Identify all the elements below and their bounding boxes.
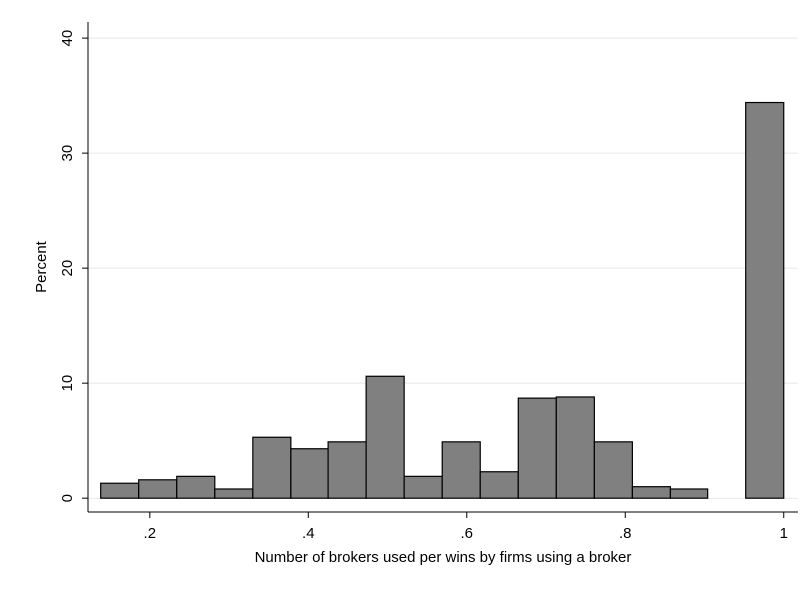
bar bbox=[517, 397, 557, 499]
bar bbox=[365, 375, 405, 499]
y-tick-label: 0 bbox=[59, 494, 76, 502]
y-tick-label: 10 bbox=[59, 375, 76, 392]
bar bbox=[593, 441, 633, 499]
x-tick-label: .8 bbox=[619, 525, 632, 542]
bar bbox=[555, 396, 595, 499]
bar bbox=[214, 488, 254, 499]
bar bbox=[631, 486, 672, 499]
bar bbox=[327, 441, 367, 499]
bar bbox=[745, 101, 785, 499]
bar bbox=[100, 482, 140, 499]
y-tick-label: 30 bbox=[59, 145, 76, 162]
x-tick-label: .2 bbox=[144, 525, 157, 542]
y-tick-label: 20 bbox=[59, 260, 76, 277]
y-axis-label: Percent bbox=[33, 240, 50, 293]
x-tick-label: 1 bbox=[780, 525, 788, 542]
bar bbox=[252, 436, 292, 499]
bar bbox=[138, 479, 178, 499]
bar bbox=[441, 441, 481, 499]
bar bbox=[669, 488, 709, 499]
bar bbox=[403, 475, 443, 499]
y-tick-label: 40 bbox=[59, 30, 76, 47]
x-axis-label: Number of brokers used per wins by firms… bbox=[255, 549, 632, 566]
x-tick-label: .6 bbox=[461, 525, 474, 542]
bar bbox=[176, 475, 216, 499]
x-tick-label: .4 bbox=[302, 525, 315, 542]
bar bbox=[479, 471, 519, 499]
bar bbox=[290, 448, 329, 499]
